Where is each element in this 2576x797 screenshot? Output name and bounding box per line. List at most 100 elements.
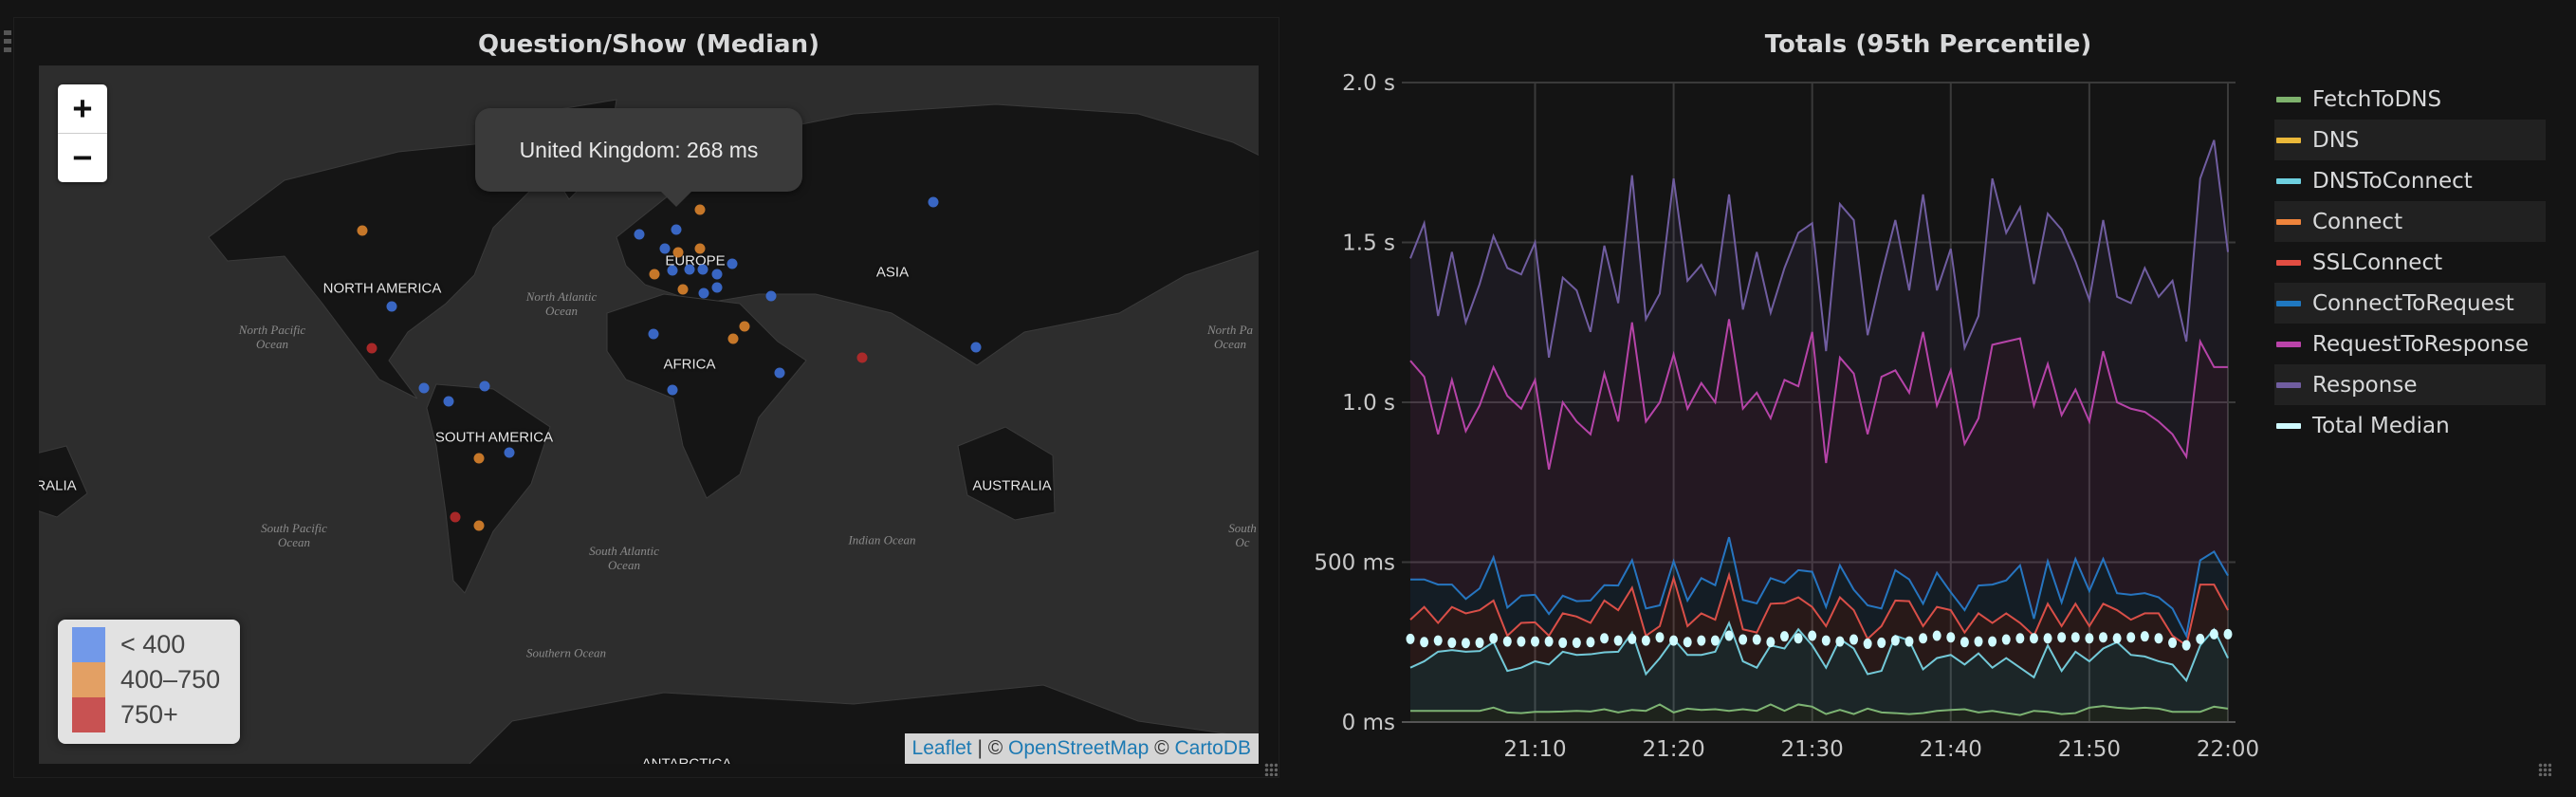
map-marker-low[interactable] xyxy=(774,367,785,379)
total-median-point xyxy=(1932,630,1941,641)
map-marker-low[interactable] xyxy=(928,196,939,208)
continent-label: RALIA xyxy=(39,477,77,494)
legend-label: 400–750 xyxy=(120,665,221,694)
total-median-point xyxy=(1919,633,1928,644)
total-median-point xyxy=(2168,637,2178,648)
legend-swatch xyxy=(2276,300,2301,306)
map-marker-low[interactable] xyxy=(970,342,982,353)
map-marker-low[interactable] xyxy=(667,265,678,276)
map-marker-low[interactable] xyxy=(697,264,708,275)
chart-panel-resize-handle[interactable] xyxy=(2538,763,2551,776)
map-marker-low[interactable] xyxy=(765,290,777,302)
map-marker-low[interactable] xyxy=(659,243,671,254)
total-median-point xyxy=(1752,634,1761,645)
legend-swatch xyxy=(2276,381,2301,388)
continent-label: ASIA xyxy=(875,264,910,281)
map-marker-mid[interactable] xyxy=(473,453,485,464)
total-median-point xyxy=(1988,636,1997,647)
legend-swatch xyxy=(2276,341,2301,347)
legend-swatch xyxy=(72,662,105,697)
map-marker-low[interactable] xyxy=(711,269,723,280)
legend-item-response[interactable]: Response xyxy=(2274,364,2546,405)
ocean-label: Indian Ocean xyxy=(848,532,916,547)
legend-item-sslconnect[interactable]: SSLConnect xyxy=(2274,242,2546,283)
total-median-point xyxy=(1974,636,1983,647)
map-marker-mid[interactable] xyxy=(739,321,750,332)
total-median-point xyxy=(1724,630,1734,641)
legend-item-total median[interactable]: Total Median xyxy=(2274,405,2546,446)
total-median-point xyxy=(1808,630,1817,641)
map-marker-low[interactable] xyxy=(698,287,709,299)
legend-label: Connect xyxy=(2312,209,2403,234)
total-median-point xyxy=(1613,635,1623,646)
zoom-out-button[interactable]: − xyxy=(58,133,107,182)
area-sslconnect xyxy=(1410,574,2228,681)
map-marker-low[interactable] xyxy=(684,264,695,275)
map-marker-low[interactable] xyxy=(711,282,723,293)
legend-item-connect[interactable]: Connect xyxy=(2274,201,2546,242)
map-panel-title[interactable]: Question/Show (Median) xyxy=(478,30,819,59)
map-marker-high[interactable] xyxy=(450,511,461,523)
area-response xyxy=(1410,139,2228,470)
map-panel-resize-handle[interactable] xyxy=(1264,763,1278,776)
total-median-point xyxy=(2181,639,2191,651)
legend-swatch xyxy=(2276,218,2301,225)
total-median-point xyxy=(1890,635,1900,646)
chart-panel-title[interactable]: Totals (95th Percentile) xyxy=(1764,30,2092,59)
legend-item-requesttoresponse[interactable]: RequestToResponse xyxy=(2274,324,2546,364)
map-marker-low[interactable] xyxy=(504,447,515,458)
legend-item-fetchtodns[interactable]: FetchToDNS xyxy=(2274,79,2546,120)
map-marker-high[interactable] xyxy=(856,352,868,363)
attribution-separator: © xyxy=(1149,737,1175,759)
map-marker-mid[interactable] xyxy=(727,333,739,344)
total-median-point xyxy=(2015,633,2025,644)
land-south-america xyxy=(426,383,551,594)
legend-item-connecttorequest[interactable]: ConnectToRequest xyxy=(2274,283,2546,324)
map-marker-low[interactable] xyxy=(479,380,490,392)
map-marker-low[interactable] xyxy=(386,301,397,312)
continent-label: SOUTH AMERICA xyxy=(434,429,554,446)
total-median-point xyxy=(1710,635,1720,646)
map-marker-mid[interactable] xyxy=(473,520,485,531)
panel-drag-handle[interactable] xyxy=(4,30,11,55)
continent-label: AFRICA xyxy=(663,356,716,373)
openstreetmap-link[interactable]: OpenStreetMap xyxy=(1008,737,1150,759)
area-fetchtodns xyxy=(1410,704,2228,722)
map-marker-mid[interactable] xyxy=(694,243,706,254)
total-median-point xyxy=(1586,637,1595,648)
map-marker-high[interactable] xyxy=(366,343,377,354)
legend-item-dns[interactable]: DNS xyxy=(2274,120,2546,160)
map-marker-mid[interactable] xyxy=(672,247,684,258)
ocean-label: North Pa Ocean xyxy=(1206,323,1254,351)
ocean-label: South Oc xyxy=(1228,521,1257,549)
map-marker-mid[interactable] xyxy=(694,204,706,215)
total-median-point xyxy=(1420,637,1429,648)
map-marker-low[interactable] xyxy=(667,384,678,396)
line-sslconnect xyxy=(1409,571,2229,647)
zoom-in-button[interactable]: + xyxy=(72,89,93,127)
total-median-point xyxy=(1877,637,1886,648)
map-marker-low[interactable] xyxy=(671,224,682,235)
map-marker-low[interactable] xyxy=(648,328,659,340)
y-tick-label: 2.0 s xyxy=(1342,71,1395,96)
x-tick-label: 21:20 xyxy=(1642,737,1704,762)
map-marker-mid[interactable] xyxy=(649,269,660,280)
total-median-point xyxy=(1904,636,1914,647)
map-marker-mid[interactable] xyxy=(677,284,689,295)
leaflet-link[interactable]: Leaflet xyxy=(911,737,972,759)
zoom-control: + − xyxy=(58,84,107,182)
map-marker-low[interactable] xyxy=(418,382,430,394)
map-marker-low[interactable] xyxy=(634,229,645,240)
world-map[interactable]: NORTH AMERICA EUROPE ASIA AFRICA SOUTH AMERI… xyxy=(39,65,1259,764)
map-marker-low[interactable] xyxy=(727,258,738,269)
total-median-point xyxy=(1530,636,1539,647)
legend-item-dnstoconnect[interactable]: DNSToConnect xyxy=(2274,160,2546,201)
map-marker-mid[interactable] xyxy=(357,225,368,236)
map-marker-low[interactable] xyxy=(443,396,454,407)
cartodb-link[interactable]: CartoDB xyxy=(1174,737,1251,759)
ocean-label: South Pacific Ocean xyxy=(261,521,327,549)
continent-label: AUSTRALIA xyxy=(972,477,1052,494)
total-median-point xyxy=(1447,637,1457,648)
total-median-point xyxy=(2196,633,2205,644)
